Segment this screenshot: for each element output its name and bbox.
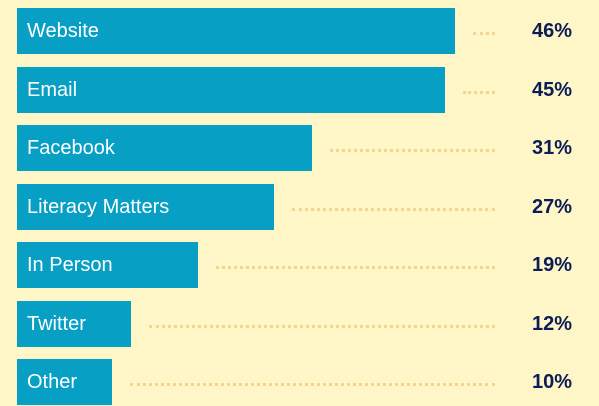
leader-dots xyxy=(330,149,495,152)
value-label: 45% xyxy=(531,79,572,101)
bar-label: Other xyxy=(27,371,78,393)
leader-dots xyxy=(130,383,495,386)
leader-dots xyxy=(463,91,495,94)
bar-label: In Person xyxy=(27,254,113,276)
leader-dots xyxy=(149,325,495,328)
value-label: 19% xyxy=(531,254,572,276)
bar-literacy-matters xyxy=(17,184,274,230)
value-label: 10% xyxy=(531,371,572,393)
bar-label: Twitter xyxy=(27,313,86,335)
bar-label: Literacy Matters xyxy=(27,196,170,218)
bar-label: Email xyxy=(27,79,78,101)
value-label: 27% xyxy=(531,196,572,218)
bar-twitter xyxy=(17,301,131,347)
bar-in-person xyxy=(17,242,198,288)
value-label: 12% xyxy=(531,313,572,335)
bar-email xyxy=(17,67,445,113)
bar-website xyxy=(17,8,455,54)
value-label: 46% xyxy=(531,20,572,42)
leader-dots xyxy=(216,266,495,269)
bar-facebook xyxy=(17,125,312,171)
bar-label: Website xyxy=(27,20,99,42)
bar-other xyxy=(17,359,112,405)
bar-label: Facebook xyxy=(27,137,115,159)
value-label: 31% xyxy=(531,137,572,159)
leader-dots xyxy=(473,32,495,35)
leader-dots xyxy=(292,208,495,211)
